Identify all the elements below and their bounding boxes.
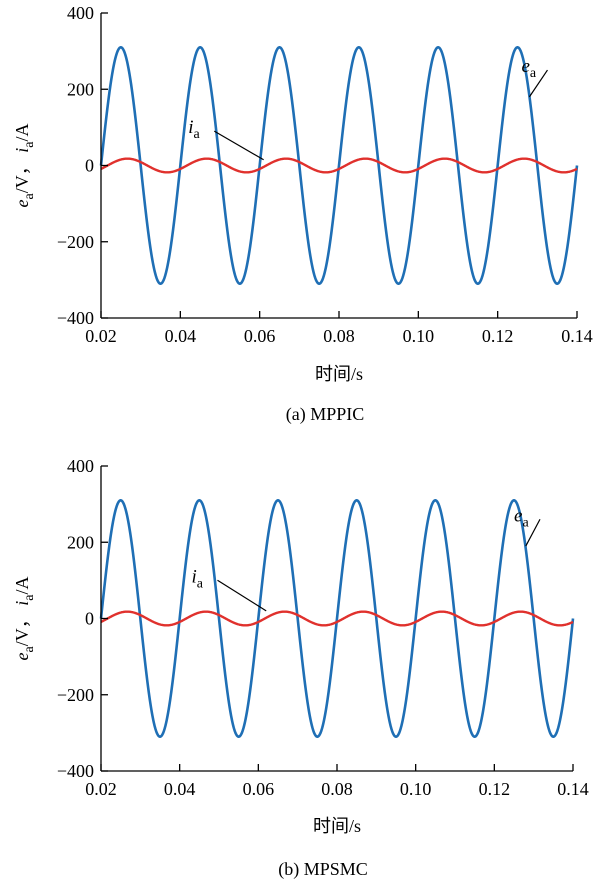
x-tick-label: 0.08 xyxy=(323,326,355,346)
annotation-ia: ia xyxy=(188,117,200,142)
y-tick-label: −200 xyxy=(57,685,94,705)
x-tick-label: 0.14 xyxy=(561,326,593,346)
x-tick-label: 0.10 xyxy=(403,326,435,346)
y-tick-label: 400 xyxy=(67,3,94,23)
y-tick-label: 400 xyxy=(67,456,94,476)
x-tick-label: 0.14 xyxy=(557,779,589,799)
y-axis-title: ea/V， ia/A xyxy=(12,577,37,661)
annotation-leader-ia xyxy=(217,579,267,612)
x-axis-title: 时间/s xyxy=(315,364,363,384)
series-line-ea xyxy=(99,499,575,738)
x-tick-label: 0.08 xyxy=(321,779,353,799)
x-tick-label: 0.06 xyxy=(243,779,275,799)
y-tick-label: 0 xyxy=(85,609,94,629)
y-tick-label: 0 xyxy=(85,156,94,176)
annotation-ea: ea xyxy=(514,505,529,530)
series-line-ia xyxy=(100,157,578,174)
series-line-ea xyxy=(99,46,579,285)
y-tick-label: −200 xyxy=(57,232,94,252)
x-tick-label: 0.10 xyxy=(400,779,432,799)
y-tick-label: 200 xyxy=(67,532,94,552)
x-axis-title: 时间/s xyxy=(313,816,361,836)
annotation-ea: ea xyxy=(521,56,536,81)
x-tick-label: 0.02 xyxy=(85,326,117,346)
series-line-ia xyxy=(100,610,574,627)
y-tick-label: −400 xyxy=(57,308,94,328)
panel-caption: (b) MPSMC xyxy=(278,859,368,880)
x-tick-label: 0.06 xyxy=(244,326,276,346)
x-tick-label: 0.04 xyxy=(165,326,197,346)
x-tick-label: 0.12 xyxy=(482,326,514,346)
annotation-leader-ia xyxy=(213,130,264,161)
x-tick-label: 0.02 xyxy=(85,779,117,799)
y-axis-title: ea/V， ia/A xyxy=(12,124,37,208)
annotation-leader-ea xyxy=(528,69,548,98)
x-tick-label: 0.04 xyxy=(164,779,196,799)
panel-caption: (a) MPPIC xyxy=(286,404,365,425)
annotation-ia: ia xyxy=(191,566,203,591)
y-tick-label: −400 xyxy=(57,761,94,781)
annotation-leader-ea xyxy=(525,519,541,547)
x-tick-label: 0.12 xyxy=(479,779,511,799)
y-tick-label: 200 xyxy=(67,79,94,99)
